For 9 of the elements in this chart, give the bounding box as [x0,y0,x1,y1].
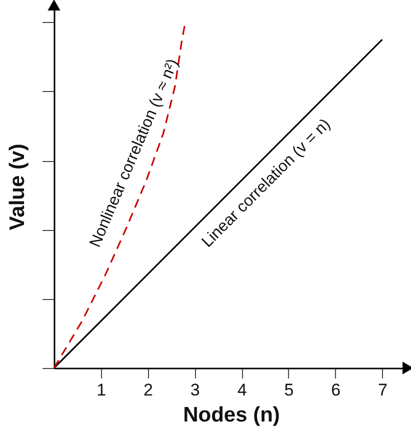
x-tick-label: 3 [190,380,200,400]
x-tick-label: 1 [96,380,106,400]
x-tick-label: 7 [378,380,388,400]
x-tick-label: 2 [144,380,154,400]
x-axis-title: Nodes (n) [183,404,280,426]
x-tick-label: 4 [237,380,247,400]
y-axis-title: Value (v) [6,144,29,230]
x-tick-label: 6 [331,380,341,400]
x-tick-label: 5 [284,380,294,400]
